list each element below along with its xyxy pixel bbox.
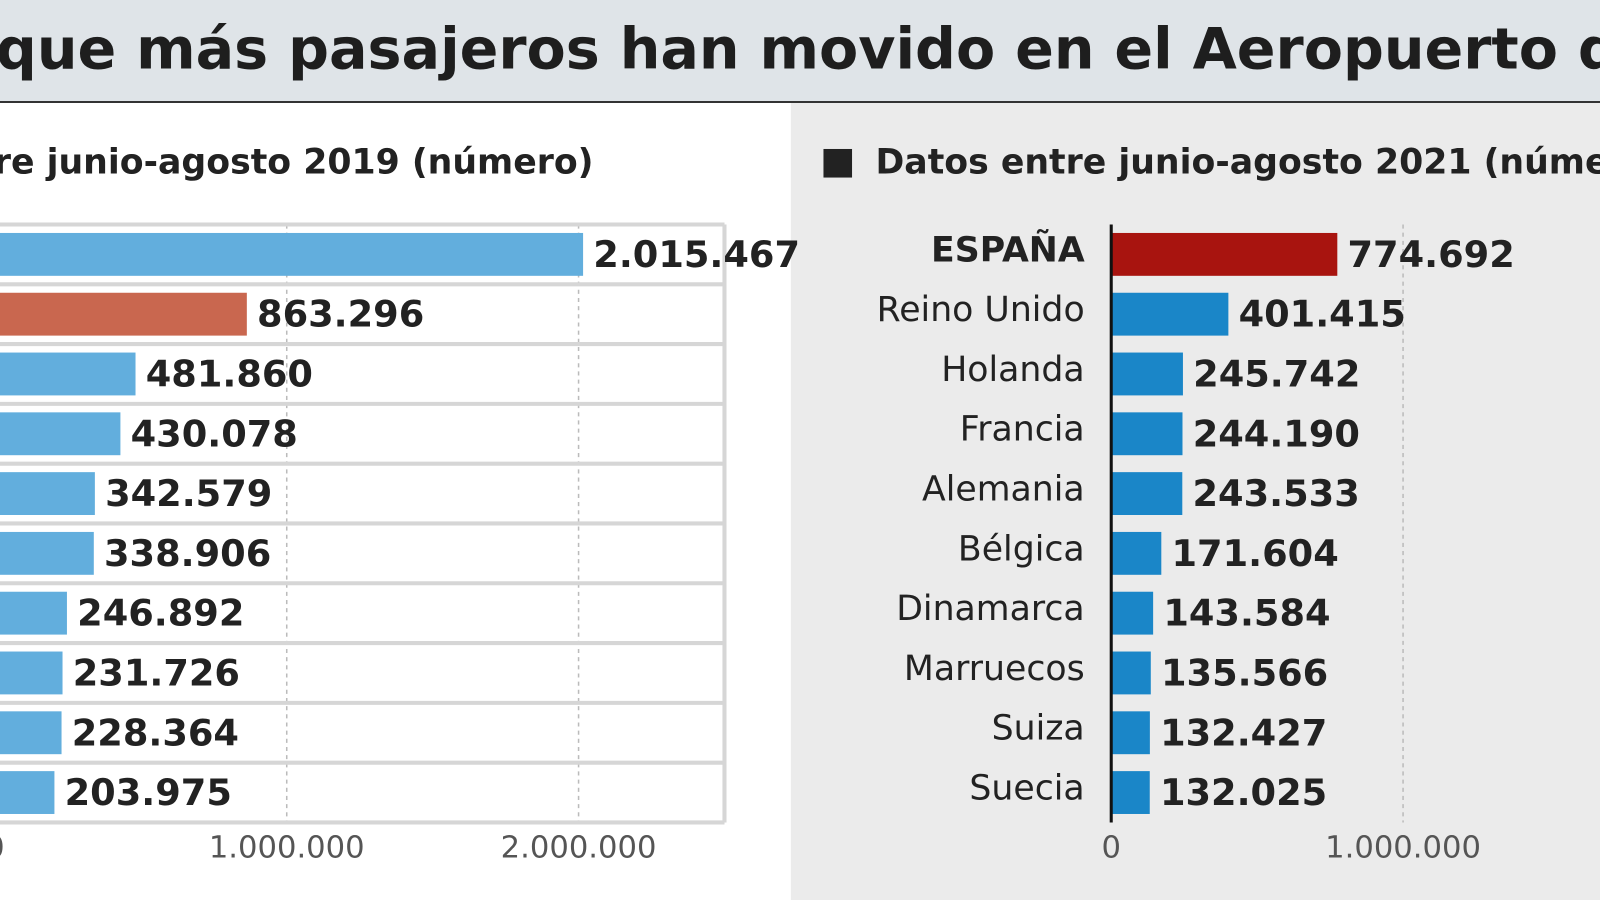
category-label: Holanda — [941, 350, 1084, 390]
bar — [1111, 531, 1162, 575]
bar — [0, 771, 55, 814]
bar — [0, 472, 95, 515]
value-label: 246.892 — [77, 592, 244, 635]
bar — [0, 352, 136, 396]
category-label: Dinamarca — [896, 589, 1084, 629]
x-tick-label: 1.000.000 — [1325, 830, 1481, 865]
value-label: 171.604 — [1172, 532, 1339, 575]
x-tick-label: 2.000.000 — [501, 830, 657, 865]
bar — [1111, 771, 1150, 814]
bar — [0, 531, 94, 575]
value-label: 2.015.467 — [593, 233, 800, 276]
legend-square — [823, 148, 853, 178]
x-tick-label: 0 — [1101, 830, 1120, 865]
bar — [1111, 651, 1151, 695]
x-tick-label: 1.000.000 — [209, 830, 365, 865]
value-label: 132.427 — [1160, 711, 1327, 754]
value-label: 231.726 — [73, 652, 240, 695]
category-label: Reino Unido — [877, 290, 1085, 330]
bar — [1111, 352, 1183, 396]
value-label: 143.584 — [1163, 592, 1330, 635]
bar — [1111, 412, 1183, 456]
bar — [1111, 591, 1154, 635]
category-label: Alemania — [922, 470, 1085, 510]
bar — [0, 591, 67, 635]
chart-title: Datos entre junio-agosto 2021 (núme — [876, 142, 1600, 182]
bar — [0, 711, 62, 755]
value-label: 203.975 — [65, 771, 232, 814]
chart-title: re junio-agosto 2019 (número) — [0, 142, 594, 182]
value-label: 774.692 — [1348, 233, 1515, 276]
category-label: ESPAÑA — [931, 228, 1085, 270]
value-label: 132.025 — [1160, 771, 1327, 814]
value-label: 135.566 — [1161, 652, 1328, 695]
bar — [1111, 711, 1150, 755]
value-label: 245.742 — [1193, 353, 1360, 396]
bar — [0, 651, 63, 695]
category-label: Francia — [960, 410, 1085, 450]
bar — [0, 292, 247, 336]
x-tick-label: 0 — [0, 830, 5, 865]
category-label: Marruecos — [904, 649, 1085, 689]
bar — [1111, 232, 1338, 276]
value-label: 401.415 — [1239, 293, 1406, 336]
value-label: 228.364 — [72, 711, 239, 754]
category-label: Bélgica — [958, 529, 1085, 569]
value-label: 243.533 — [1193, 472, 1360, 515]
category-label: Suiza — [992, 709, 1085, 749]
value-label: 338.906 — [104, 532, 271, 575]
value-label: 244.190 — [1193, 412, 1360, 455]
bar — [1111, 472, 1183, 515]
category-label: Suecia — [969, 768, 1084, 808]
header-band — [0, 0, 1600, 103]
value-label: 481.860 — [146, 353, 313, 396]
bar — [0, 232, 584, 276]
header-title: que más pasajeros han movido en el Aerop… — [0, 17, 1600, 83]
value-label: 430.078 — [131, 412, 298, 455]
value-label: 342.579 — [105, 472, 272, 515]
bar — [0, 412, 121, 456]
value-label: 863.296 — [257, 293, 424, 336]
bar — [1111, 292, 1229, 336]
